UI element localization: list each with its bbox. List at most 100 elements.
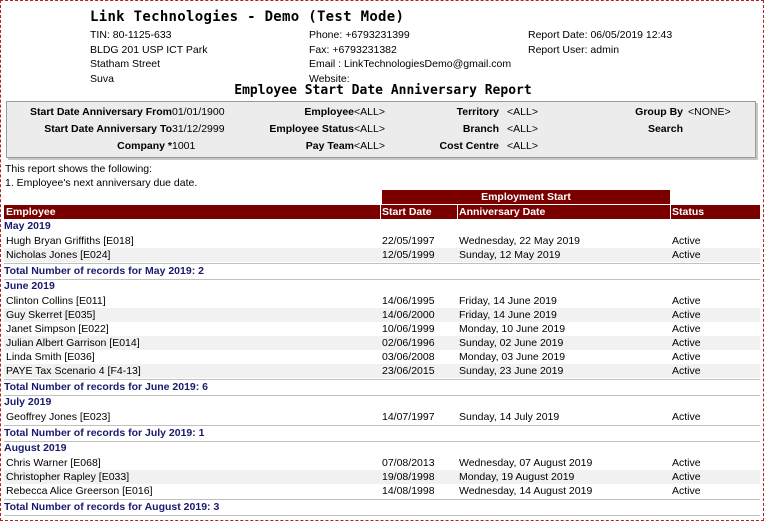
- param-label-start-to: Start Date Anniversary To: [44, 123, 172, 135]
- cell-employee: Janet Simpson [E022]: [6, 323, 109, 335]
- group-total: Total Number of records for May 2019: 2: [4, 265, 204, 277]
- address-line-1: BLDG 201 USP ICT Park: [90, 43, 208, 56]
- table-row: Christopher Rapley [E033] 19/08/1998 Monda…: [4, 470, 760, 484]
- cell-start-date: 07/08/2013: [382, 457, 435, 469]
- cell-employee: Guy Skerret [E035]: [6, 309, 96, 321]
- total-separator: [4, 441, 760, 442]
- param-label-group-by: Group By: [635, 106, 683, 118]
- table-row: Linda Smith [E036] 03/06/2008 Monday, 03 J…: [4, 350, 760, 364]
- address-line-2: Statham Street: [90, 58, 161, 70]
- column-header-status: Status: [672, 206, 705, 218]
- column-header-anniversary-date: Anniversary Date: [459, 206, 546, 218]
- group-total: Total Number of records for June 2019: 6: [4, 381, 209, 393]
- cell-start-date: 19/08/1998: [382, 471, 435, 483]
- param-value-branch: <ALL>: [507, 123, 538, 135]
- table-row: Clinton Collins [E011] 14/06/1995 Friday, …: [4, 294, 760, 308]
- table-row: Geoffrey Jones [E023] 14/07/1997 Sunday, 1…: [4, 410, 760, 424]
- employment-start-group-header: Employment Start: [382, 190, 670, 204]
- group-separator: [4, 263, 760, 264]
- cell-status: Active: [672, 365, 701, 377]
- param-value-company: 1001: [172, 140, 196, 152]
- param-label-cost-centre: Cost Centre: [439, 140, 499, 152]
- cell-anniversary-date: Sunday, 23 June 2019: [459, 365, 564, 377]
- cell-anniversary-date: Sunday, 14 July 2019: [459, 411, 560, 423]
- cell-start-date: 02/06/1996: [382, 337, 435, 349]
- cell-start-date: 14/06/1995: [382, 295, 435, 307]
- param-value-employee-status: <ALL>: [354, 123, 385, 135]
- cell-status: Active: [672, 235, 701, 247]
- cell-status: Active: [672, 351, 701, 363]
- total-separator: [4, 395, 760, 396]
- report-user: Report User: admin: [528, 43, 620, 56]
- group-header: June 2019: [4, 280, 55, 292]
- table-header: Employee Start Date Anniversary Date Sta…: [4, 205, 760, 219]
- intro-line-2: 1. Employee's next anniversary due date.: [5, 177, 198, 189]
- cell-start-date: 14/07/1997: [382, 411, 435, 423]
- cell-employee: Geoffrey Jones [E023]: [6, 411, 111, 423]
- intro-line-1: This report shows the following:: [5, 163, 153, 175]
- cell-employee: Julian Albert Garrison [E014]: [6, 337, 140, 349]
- param-label-pay-team: Pay Team: [305, 140, 354, 152]
- group-separator: [4, 425, 760, 426]
- cell-status: Active: [672, 457, 701, 469]
- cell-employee: PAYE Tax Scenario 4 [F4-13]: [6, 365, 141, 377]
- param-value-start-from: 01/01/1900: [172, 106, 225, 118]
- cell-employee: Hugh Bryan Griffiths [E018]: [6, 235, 134, 247]
- table-row: Rebecca Alice Greerson [E016] 14/08/1998 W…: [4, 484, 760, 498]
- cell-employee: Clinton Collins [E011]: [6, 295, 106, 307]
- cell-employee: Chris Warner [E068]: [6, 457, 101, 469]
- cell-start-date: 10/06/1999: [382, 323, 435, 335]
- cell-status: Active: [672, 411, 701, 423]
- website: Website:: [309, 72, 350, 85]
- company-address: TIN: 80-1125-633 BLDG 201 USP ICT Park S…: [90, 28, 208, 86]
- group-header: August 2019: [4, 442, 67, 454]
- report-date: Report Date: 06/05/2019 12:43: [528, 29, 673, 41]
- company-contact: Phone: +6793231399 Fax: +6793231382 Emai…: [309, 28, 511, 86]
- param-label-company: Company *: [117, 140, 172, 152]
- cell-anniversary-date: Monday, 19 August 2019: [459, 471, 575, 483]
- cell-anniversary-date: Wednesday, 07 August 2019: [459, 457, 593, 469]
- cell-employee: Christopher Rapley [E033]: [6, 471, 130, 483]
- cell-start-date: 12/05/1999: [382, 249, 435, 261]
- param-label-employee: Employee: [304, 106, 354, 118]
- table-row: Julian Albert Garrison [E014] 02/06/1996 S…: [4, 336, 760, 350]
- cell-anniversary-date: Wednesday, 14 August 2019: [459, 485, 593, 497]
- cell-start-date: 14/06/2000: [382, 309, 435, 321]
- group-total: Total Number of records for August 2019:…: [4, 501, 220, 513]
- param-label-branch: Branch: [462, 123, 499, 135]
- report-meta: Report Date: 06/05/2019 12:43 Report Use…: [528, 28, 672, 57]
- cell-start-date: 22/05/1997: [382, 235, 435, 247]
- table-row: Guy Skerret [E035] 14/06/2000 Friday, 14 J…: [4, 308, 760, 322]
- cell-anniversary-date: Monday, 10 June 2019: [459, 323, 566, 335]
- tin: TIN: 80-1125-633: [90, 29, 172, 41]
- table-row: Chris Warner [E068] 07/08/2013 Wednesday, …: [4, 456, 760, 470]
- column-header-start-date: Start Date: [382, 206, 432, 218]
- report-title: Employee Start Date Anniversary Report: [234, 83, 532, 98]
- table-row: Janet Simpson [E022] 10/06/1999 Monday, 10…: [4, 322, 760, 336]
- cell-status: Active: [672, 309, 701, 321]
- cell-start-date: 23/06/2015: [382, 365, 435, 377]
- param-label-search: Search: [647, 123, 683, 135]
- param-value-employee: <ALL>: [354, 106, 385, 118]
- param-value-group-by: <NONE>: [688, 106, 731, 118]
- param-value-territory: <ALL>: [507, 106, 538, 118]
- table-row: Hugh Bryan Griffiths [E018] 22/05/1997 Wed…: [4, 234, 760, 248]
- phone: Phone: +6793231399: [309, 29, 410, 41]
- group-separator: [4, 379, 760, 380]
- column-header-employee: Employee: [6, 206, 56, 218]
- table-row: Nicholas Jones [E024] 12/05/1999 Sunday, 1…: [4, 248, 760, 262]
- group-header: July 2019: [4, 396, 52, 408]
- cell-status: Active: [672, 295, 701, 307]
- param-label-start-from: Start Date Anniversary From: [30, 106, 172, 118]
- total-separator: [4, 515, 760, 516]
- group-separator: [4, 499, 760, 500]
- total-separator: [4, 279, 760, 280]
- fax: Fax: +6793231382: [309, 43, 397, 56]
- cell-status: Active: [672, 471, 701, 483]
- param-label-employee-status: Employee Status: [269, 123, 354, 135]
- cell-anniversary-date: Friday, 14 June 2019: [459, 309, 557, 321]
- cell-status: Active: [672, 323, 701, 335]
- cell-start-date: 14/08/1998: [382, 485, 435, 497]
- cell-anniversary-date: Friday, 14 June 2019: [459, 295, 557, 307]
